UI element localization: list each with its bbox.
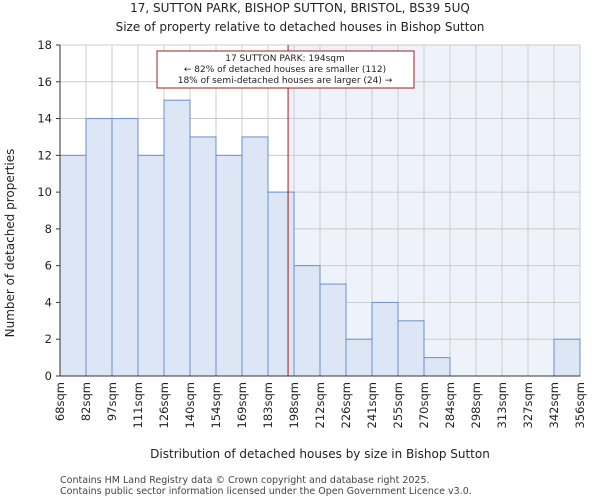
y-tick-label-12: 12 [37,148,52,162]
y-tick-label-18: 18 [37,38,52,52]
y-tick-label-4: 4 [45,295,52,309]
chart-subtitle: Size of property relative to detached ho… [116,20,485,34]
x-tick-label-241sqm: 241sqm [365,382,379,428]
y-axis-ticks: 0 2 4 6 8 10 12 14 16 18 [37,38,60,383]
bar-241sqm [371,301,399,377]
x-axis-ticks: 68sqm 82sqm 97sqm 111sqm 126sqm 140sqm 154sqm 1… [53,382,587,428]
annotation-box [156,50,415,89]
bar-212sqm [319,283,347,377]
x-tick-label-126sqm: 126sqm [157,382,171,428]
x-tick-label-342sqm: 342sqm [547,382,561,428]
x-tick-label-298sqm: 298sqm [469,382,483,428]
x-tick-label-111sqm: 111sqm [131,382,145,428]
bar-169sqm [241,136,269,377]
y-tick-label-6: 6 [45,259,52,273]
x-axis-label: Distribution of detached houses by size … [150,447,490,461]
bars [59,99,581,377]
bar-198sqm [293,265,321,377]
x-tick-label-169sqm: 169sqm [235,382,249,428]
bar-342sqm [553,338,581,377]
y-tick-label-10: 10 [37,185,52,199]
x-tick-label-226sqm: 226sqm [339,382,353,428]
chart-title: 17, SUTTON PARK, BISHOP SUTTON, BRISTOL,… [130,1,470,15]
y-tick-label-14: 14 [37,112,52,126]
x-tick-label-198sqm: 198sqm [287,382,301,428]
bar-111sqm [137,154,165,377]
bar-68sqm [59,154,87,377]
annotation-line-1: 17 SUTTON PARK: 194sqm [225,54,345,64]
footer-line-2: Contains public sector information licen… [60,486,472,497]
x-tick-label-140sqm: 140sqm [183,382,197,428]
footer-line-1: Contains HM Land Registry data © Crown c… [60,475,430,486]
x-tick-label-154sqm: 154sqm [209,382,223,428]
x-tick-label-327sqm: 327sqm [521,382,535,428]
bar-82sqm [85,118,113,377]
x-tick-label-313sqm: 313sqm [495,382,509,428]
x-tick-label-68sqm: 68sqm [53,382,67,421]
y-tick-label-0: 0 [45,369,52,383]
x-tick-label-183sqm: 183sqm [261,382,275,428]
bar-97sqm [111,118,139,377]
y-tick-label-8: 8 [45,222,52,236]
bar-154sqm [215,154,243,377]
y-axis-label: Number of detached properties [3,149,17,338]
annotation-line-3: 18% of semi-detached houses are larger (… [178,76,393,86]
x-tick-label-356sqm: 356sqm [573,382,587,428]
x-tick-label-284sqm: 284sqm [443,382,457,428]
bar-270sqm [423,357,451,377]
bar-226sqm [345,338,373,377]
x-tick-label-212sqm: 212sqm [313,382,327,428]
y-tick-label-16: 16 [37,75,52,89]
x-tick-label-255sqm: 255sqm [391,382,405,428]
annotation-line-2: ← 82% of detached houses are smaller (11… [184,65,386,75]
x-tick-label-82sqm: 82sqm [79,382,93,421]
y-tick-label-2: 2 [45,332,52,346]
bar-140sqm [189,136,217,377]
bar-126sqm [163,99,191,377]
x-tick-label-97sqm: 97sqm [105,382,119,421]
x-tick-label-270sqm: 270sqm [417,382,431,428]
bar-183sqm [267,191,295,377]
bar-255sqm [397,320,425,377]
